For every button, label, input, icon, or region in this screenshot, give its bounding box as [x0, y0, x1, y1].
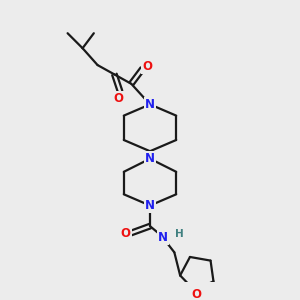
Text: N: N [145, 98, 155, 111]
Text: N: N [158, 231, 168, 244]
Text: O: O [142, 60, 152, 74]
Text: O: O [121, 227, 131, 240]
Text: N: N [145, 152, 155, 165]
Text: O: O [191, 288, 202, 300]
Text: N: N [145, 199, 155, 212]
Text: H: H [175, 229, 183, 238]
Text: O: O [113, 92, 123, 105]
